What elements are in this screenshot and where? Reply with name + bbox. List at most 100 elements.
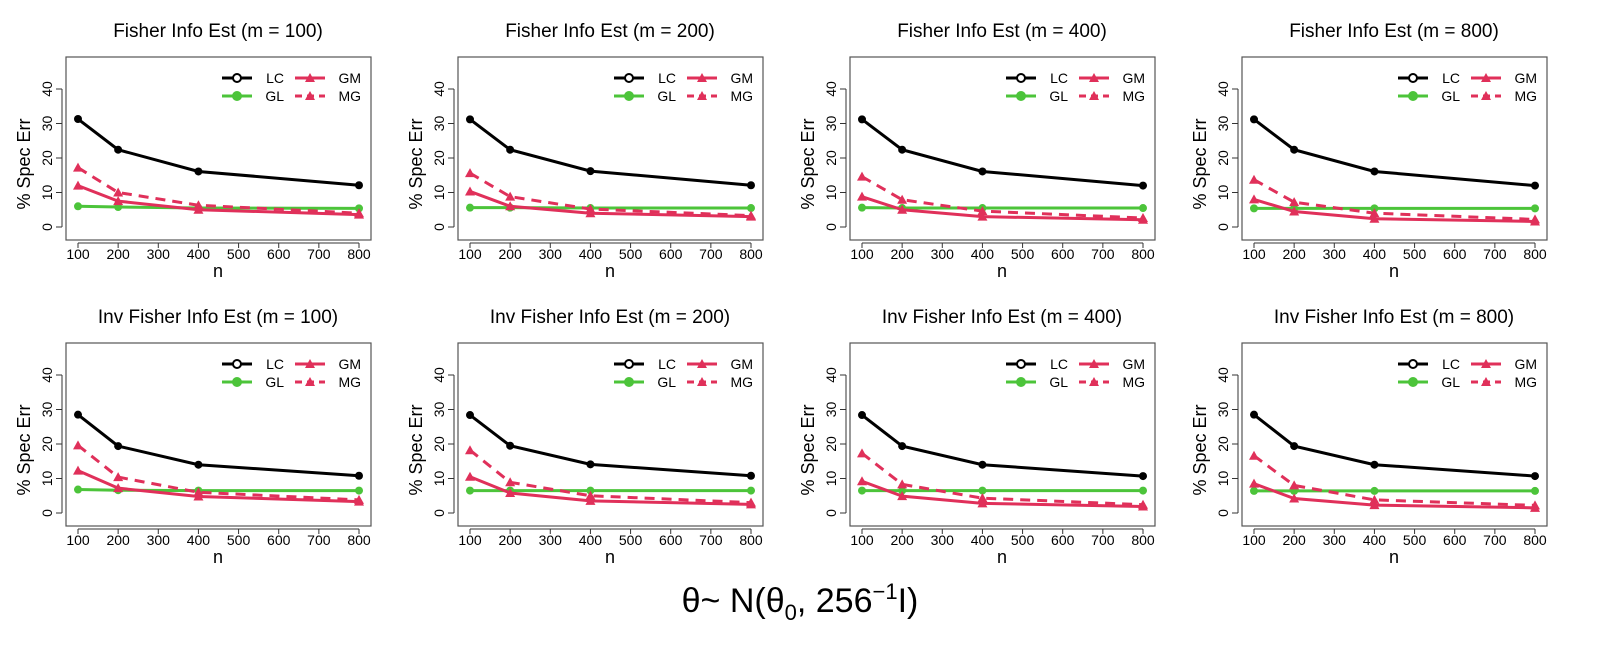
panel-title: Inv Fisher Info Est (m = 400) [882, 307, 1122, 328]
data-point [73, 440, 83, 450]
x-tick-label: 100 [66, 246, 90, 262]
x-tick-label: 500 [227, 532, 251, 548]
series-line [469, 449, 752, 505]
plot-frame [849, 342, 1156, 527]
data-point [746, 499, 756, 509]
data-point [465, 471, 475, 481]
y-tick-label: 40 [823, 81, 839, 97]
y-tick-label: 20 [39, 436, 55, 452]
x-tick-label: 500 [1403, 532, 1427, 548]
legend: LC GL GM MG [1398, 356, 1537, 390]
legend-item-lc: LC [614, 356, 676, 372]
plot-frame [65, 56, 372, 241]
y-tick-label: 40 [39, 81, 55, 97]
legend-label: MG [1122, 88, 1145, 104]
legend-label: GL [1049, 374, 1068, 390]
data-point [1249, 174, 1259, 184]
panel-title: Inv Fisher Info Est (m = 200) [490, 307, 730, 328]
legend-label: LC [266, 356, 284, 372]
y-tick-label: 30 [1215, 116, 1231, 132]
legend-item-lc: LC [222, 70, 284, 86]
data-point [354, 209, 364, 219]
data-point [505, 487, 516, 497]
data-point [747, 471, 755, 480]
x-tick-label: 300 [147, 246, 171, 262]
y-tick-label: 10 [823, 471, 839, 487]
data-point [1289, 206, 1300, 216]
legend-label: GL [657, 374, 676, 390]
legend-item-gl: GL [222, 88, 284, 104]
data-point [1289, 493, 1300, 503]
data-point [1138, 214, 1148, 224]
x-axis-label: n [1389, 547, 1399, 567]
legend-item-gm: GM [1079, 356, 1145, 372]
x-tick-label: 700 [1483, 532, 1507, 548]
series-line [1253, 482, 1536, 510]
y-tick-label: 40 [431, 367, 447, 383]
data-point [74, 115, 82, 124]
series-line [861, 452, 1144, 507]
data-point [1249, 450, 1259, 460]
plot-frame [65, 342, 372, 527]
legend-label: GM [338, 70, 361, 86]
legend-label: MG [1514, 374, 1537, 390]
plot-frame [1241, 56, 1548, 241]
data-point [194, 167, 203, 176]
series-line [1253, 178, 1536, 221]
data-point [1250, 410, 1258, 419]
series-line [1253, 118, 1536, 188]
y-tick-label: 10 [431, 471, 447, 487]
x-tick-label: 800 [739, 532, 763, 548]
series-lc [1250, 115, 1539, 190]
legend-label: GM [1514, 356, 1537, 372]
legend-item-gl: GL [1398, 88, 1460, 104]
x-tick-label: 600 [1051, 246, 1075, 262]
data-point [1531, 181, 1539, 190]
legend-item-mg: MG [1079, 374, 1145, 390]
data-point [858, 486, 866, 495]
x-tick-label: 100 [458, 532, 482, 548]
legend-label: GL [1049, 88, 1068, 104]
data-point [898, 145, 907, 154]
legend-item-lc: LC [1006, 356, 1068, 372]
data-point [73, 465, 83, 475]
y-axis-label: % Spec Err [14, 118, 34, 209]
data-point [978, 486, 987, 495]
x-tick-label: 700 [307, 246, 331, 262]
y-tick-label: 40 [1215, 367, 1231, 383]
x-tick-label: 300 [931, 532, 955, 548]
legend-item-gm: GM [295, 70, 361, 86]
legend-item-gm: GM [1079, 70, 1145, 86]
y-tick-label: 20 [39, 150, 55, 166]
data-point [466, 115, 474, 124]
x-tick-label: 200 [498, 246, 522, 262]
data-point [898, 442, 907, 451]
data-point [193, 491, 204, 501]
series-line [469, 413, 752, 478]
series-line [77, 444, 360, 502]
data-point [74, 485, 82, 494]
legend-label: GM [338, 356, 361, 372]
y-tick-label: 30 [431, 116, 447, 132]
data-point [465, 445, 475, 455]
legend-label: GM [1122, 70, 1145, 86]
data-point [858, 115, 866, 124]
legend-label: GL [265, 374, 284, 390]
plot-frame [457, 56, 764, 241]
legend-item-mg: MG [687, 88, 753, 104]
x-tick-label: 700 [699, 532, 723, 548]
x-tick-label: 600 [659, 246, 683, 262]
panel-title: Fisher Info Est (m = 200) [505, 21, 715, 42]
series-line [469, 190, 752, 219]
plot-frame [457, 342, 764, 527]
data-point [1289, 480, 1300, 490]
data-point [355, 486, 363, 495]
panel-8: Inv Fisher Info Est (m = 800) 0 10 20 30 40 % … [1190, 307, 1548, 567]
data-point [1138, 501, 1148, 511]
panel-6: Inv Fisher Info Est (m = 200) 0 10 20 30 40 % … [406, 307, 764, 567]
series-line [77, 488, 359, 493]
x-tick-label: 800 [1131, 532, 1155, 548]
y-tick-label: 0 [39, 223, 55, 231]
legend: LC GL GM MG [614, 70, 753, 104]
